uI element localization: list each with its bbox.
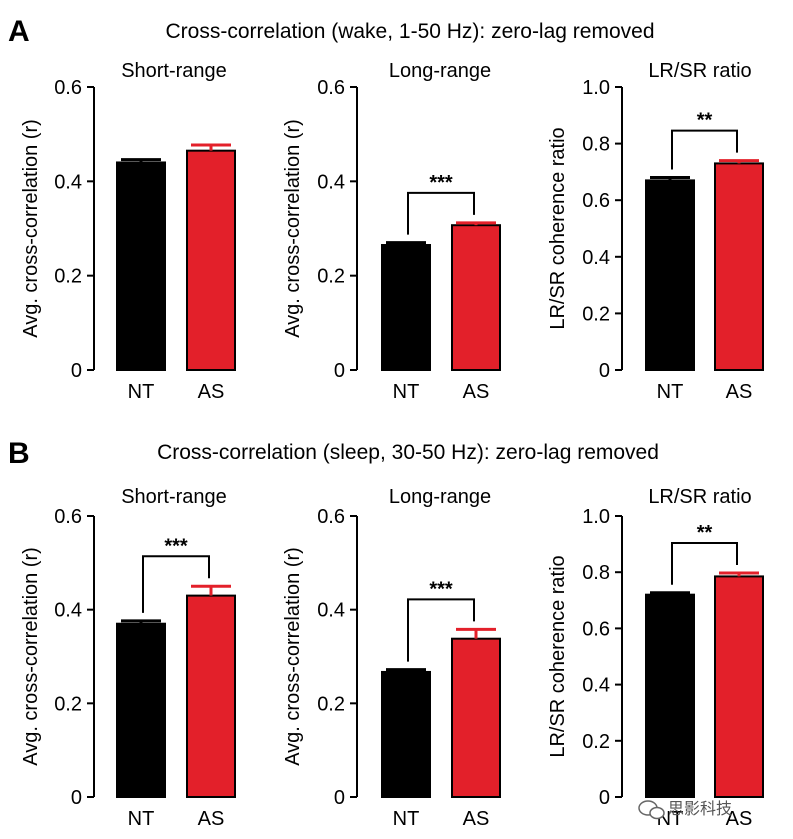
chart-b-5: LR/SR ratio LR/SR coherence ratio 0 0.2 0.4 0… [547, 486, 764, 830]
chart-a-0: Short-range Avg. cross-correlation (r) 0 0.… [20, 60, 236, 403]
chart-b-4: Long-range Avg. cross-correlation (r) 0 0.2… [282, 486, 501, 830]
y-tick-label: 0.6 [317, 77, 345, 99]
bar-nt [381, 244, 431, 371]
bar-nt [116, 622, 166, 799]
chart-title: Short-range [121, 486, 227, 508]
significance-label: ** [697, 110, 713, 132]
y-tick-label: 0.4 [54, 171, 82, 193]
x-tick-label-nt: NT [128, 808, 155, 830]
chart-b-3: Short-range Avg. cross-correlation (r) 0 0.… [20, 486, 236, 830]
bar-as [186, 594, 236, 798]
significance-label: *** [429, 578, 453, 600]
significance-label: ** [697, 522, 713, 544]
y-tick-label: 0.2 [317, 266, 345, 288]
y-tick-label: 0.2 [582, 731, 610, 753]
y-tick-label: 0.6 [54, 506, 82, 528]
bar-as [451, 637, 501, 798]
y-axis-label: LR/SR coherence ratio [547, 555, 569, 757]
bar-as [714, 575, 764, 798]
panel-heading-b: Cross-correlation (sleep, 30-50 Hz): zer… [157, 441, 659, 464]
y-tick-label: 0.8 [582, 134, 610, 156]
y-tick-label: 1.0 [582, 77, 610, 99]
y-axis-label: Avg. cross-correlation (r) [282, 547, 304, 766]
panel-letter-b: B [8, 437, 30, 470]
x-tick-label-as: AS [463, 808, 490, 830]
y-tick-label: 0.4 [317, 600, 345, 622]
watermark-text: 思影科技 [668, 799, 732, 818]
significance-bracket [671, 129, 738, 170]
y-tick-label: 0 [334, 787, 345, 809]
y-tick-label: 0 [71, 787, 82, 809]
y-tick-label: 0 [71, 360, 82, 382]
y-tick-label: 0.6 [54, 77, 82, 99]
bar-as [186, 149, 236, 371]
y-axis-label: Avg. cross-correlation (r) [20, 547, 42, 766]
y-tick-label: 0.6 [582, 190, 610, 212]
y-tick-label: 0.6 [582, 618, 610, 640]
y-axis-label: Avg. cross-correlation (r) [282, 119, 304, 338]
y-tick-label: 0 [599, 787, 610, 809]
y-axis-label: LR/SR coherence ratio [547, 127, 569, 329]
y-axis-label: Avg. cross-correlation (r) [20, 119, 42, 338]
x-tick-label-as: AS [726, 808, 753, 830]
y-tick-label: 1.0 [582, 506, 610, 528]
bar-as [451, 224, 501, 371]
significance-bracket [142, 555, 210, 613]
chart-title: LR/SR ratio [648, 60, 751, 82]
bar-nt [645, 179, 695, 371]
x-tick-label-nt: NT [128, 381, 155, 403]
chart-title: Long-range [389, 60, 491, 82]
significance-bracket [407, 598, 475, 662]
y-tick-label: 0 [334, 360, 345, 382]
panel-heading-a: Cross-correlation (wake, 1-50 Hz): zero-… [166, 20, 655, 43]
y-tick-label: 0.8 [582, 562, 610, 584]
y-tick-label: 0.4 [317, 171, 345, 193]
significance-label: *** [164, 535, 188, 557]
charts-group: Short-range Avg. cross-correlation (r) 0 0.… [20, 60, 764, 830]
bar-nt [645, 593, 695, 798]
significance-bracket [671, 542, 738, 585]
chart-title: Short-range [121, 60, 227, 82]
y-tick-label: 0.4 [582, 247, 610, 269]
y-tick-label: 0.4 [582, 675, 610, 697]
bar-nt [381, 670, 431, 799]
chart-a-1: Long-range Avg. cross-correlation (r) 0 0.2… [282, 60, 501, 403]
y-tick-label: 0.4 [54, 600, 82, 622]
watermark: 思影科技 [638, 799, 732, 820]
significance-bracket [407, 191, 475, 235]
y-tick-label: 0.2 [317, 693, 345, 715]
panel-letter-a: A [8, 15, 30, 48]
x-tick-label-nt: NT [657, 381, 684, 403]
chart-title: LR/SR ratio [648, 486, 751, 508]
y-tick-label: 0 [599, 360, 610, 382]
bar-nt [116, 161, 166, 371]
wechat-icon [638, 800, 665, 820]
x-tick-label-as: AS [463, 381, 490, 403]
chart-title: Long-range [389, 486, 491, 508]
significance-label: *** [429, 172, 453, 194]
x-tick-label-as: AS [198, 381, 225, 403]
chart-a-2: LR/SR ratio LR/SR coherence ratio 0 0.2 0.4 0… [547, 60, 764, 403]
y-tick-label: 0.6 [317, 506, 345, 528]
y-tick-label: 0.2 [54, 266, 82, 288]
x-tick-label-nt: NT [393, 381, 420, 403]
x-tick-label-nt: NT [393, 808, 420, 830]
y-tick-label: 0.2 [54, 693, 82, 715]
y-tick-label: 0.2 [582, 303, 610, 325]
bar-as [714, 162, 764, 371]
x-tick-label-as: AS [198, 808, 225, 830]
x-tick-label-as: AS [726, 381, 753, 403]
